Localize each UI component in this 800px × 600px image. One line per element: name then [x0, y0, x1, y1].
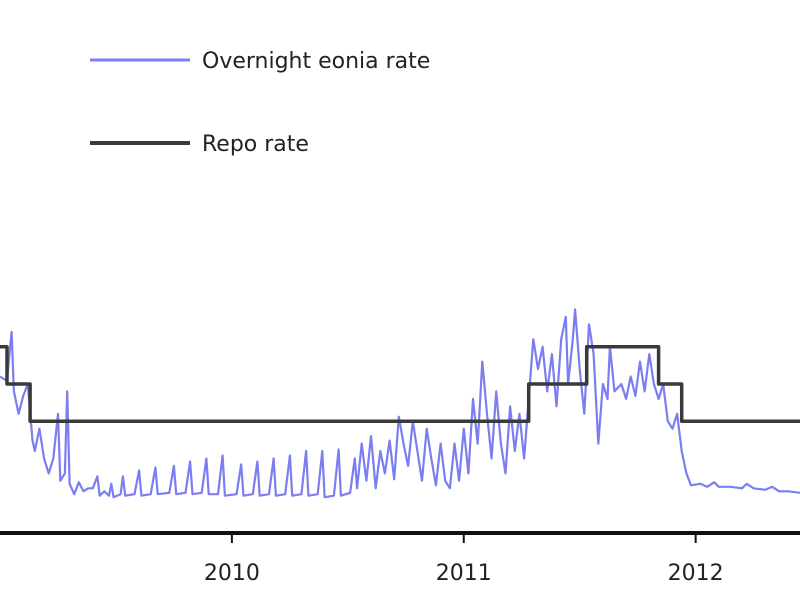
- x-tick-label-2011: 2011: [436, 561, 492, 586]
- x-tick-label-2012: 2012: [668, 561, 724, 586]
- x-tick-label-2010: 2010: [204, 561, 260, 586]
- series-line-repo-rate: [0, 344, 800, 423]
- series-line-overnight-eonia: [0, 308, 800, 499]
- legend-label-repo-rate: Repo rate: [202, 132, 309, 157]
- legend: Overnight eonia rate Repo rate: [90, 49, 430, 157]
- x-axis-ticks: 2010 2011 2012: [204, 533, 724, 586]
- plot-area: [0, 308, 800, 499]
- legend-label-overnight-eonia: Overnight eonia rate: [202, 49, 430, 74]
